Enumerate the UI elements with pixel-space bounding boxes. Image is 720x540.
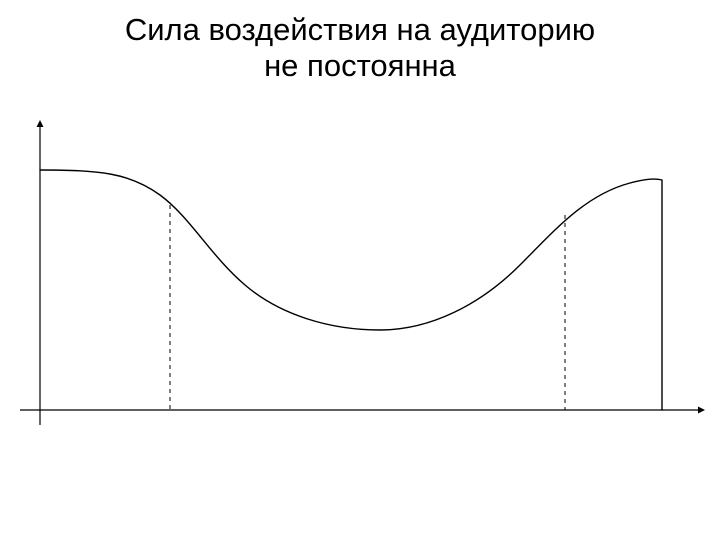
dashed-guides [170,205,565,410]
x-axis-arrow [698,407,705,414]
chart-area [10,115,710,445]
curve-line [40,170,662,410]
y-axis-arrow [37,120,44,127]
slide-title: Сила воздействия на аудиторию не постоян… [0,12,720,83]
title-line-1: Сила воздействия на аудиторию [125,12,595,47]
slide: Сила воздействия на аудиторию не постоян… [0,0,720,540]
chart-svg [10,115,710,445]
title-line-2: не постоянна [264,48,456,83]
axes [20,120,705,425]
